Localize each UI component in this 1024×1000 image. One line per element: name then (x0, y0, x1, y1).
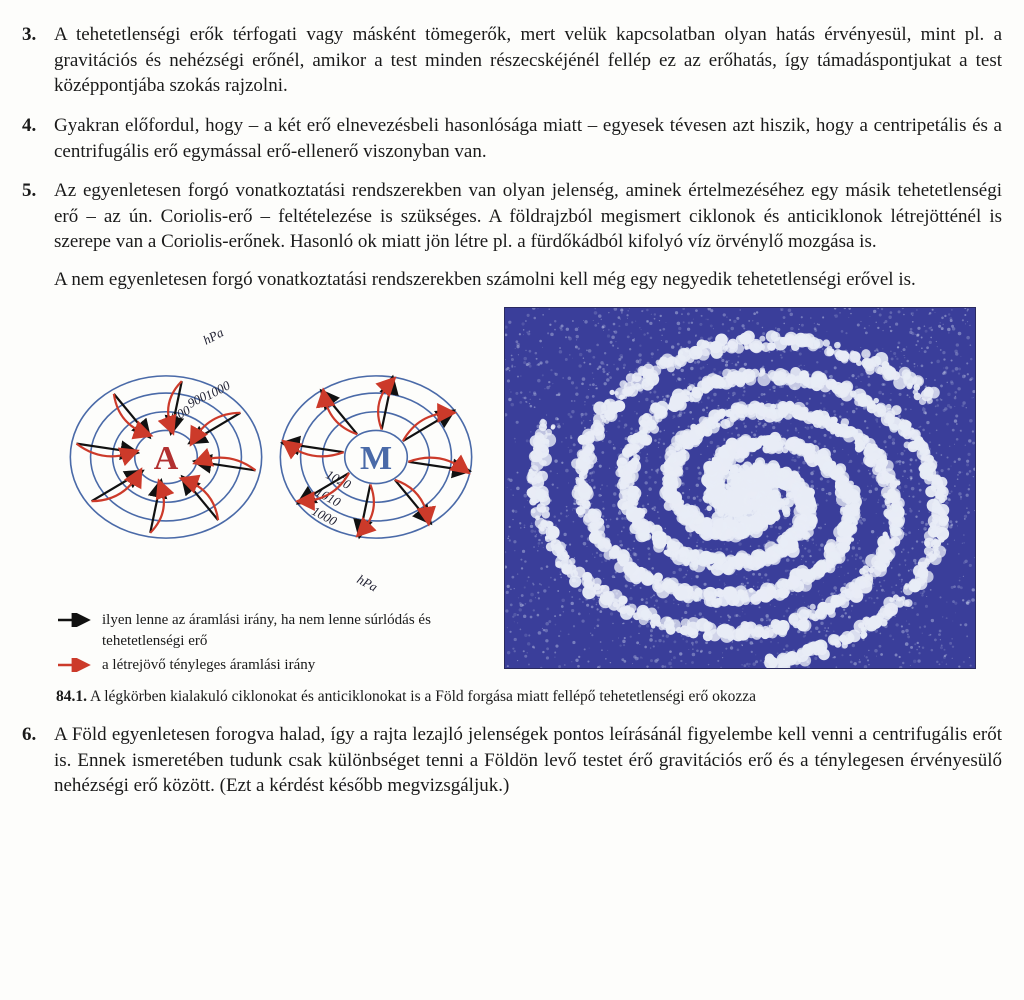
pressure-maps-svg: 1000900800A100010101020MhPahPa (56, 307, 486, 597)
list-item-3: 3. A tehetetlenségi erők térfogati vagy … (22, 22, 1002, 99)
cyclone-satellite-image (504, 307, 976, 669)
svg-text:hPa: hPa (355, 571, 381, 594)
item-text: A nem egyenletesen forgó vonatkoztatási … (54, 267, 916, 293)
legend-row-red: a létrejövő tényleges áramlási irány (56, 655, 486, 675)
figure-caption: 84.1. A légkörben kialakuló ciklonokat é… (56, 687, 1002, 708)
item-text: A tehetetlenségi erők térfogati vagy más… (54, 22, 1002, 99)
red-arrow-icon (56, 658, 92, 672)
svg-text:M: M (360, 440, 392, 477)
black-arrow-icon (56, 613, 92, 627)
list-item-4: 4. Gyakran előfordul, hogy – a két erő e… (22, 113, 1002, 164)
item-text: Az egyenletesen forgó vonatkoztatási ren… (54, 178, 1002, 255)
item-text: A Föld egyenletesen forogva halad, így a… (54, 722, 1002, 799)
list-item-5: 5. Az egyenletesen forgó vonatkoztatási … (22, 178, 1002, 255)
item-number: 4. (22, 113, 54, 164)
figure-caption-text: A légkörben kialakuló ciklonokat és anti… (90, 688, 756, 705)
svg-text:A: A (154, 440, 179, 477)
item-number-blank (22, 267, 54, 293)
item-number: 5. (22, 178, 54, 255)
list-item-5-extra: A nem egyenletesen forgó vonatkoztatási … (22, 267, 1002, 293)
figure-84-1: 1000900800A100010101020MhPahPa ilyen len… (56, 307, 1002, 679)
legend-text-red: a létrejövő tényleges áramlási irány (102, 655, 315, 675)
figure-number: 84.1. (56, 688, 87, 705)
svg-text:hPa: hPa (200, 324, 226, 347)
item-text: Gyakran előfordul, hogy – a két erő elne… (54, 113, 1002, 164)
legend-row-black: ilyen lenne az áramlási irány, ha nem le… (56, 610, 486, 651)
item-number: 3. (22, 22, 54, 99)
figure-legend: ilyen lenne az áramlási irány, ha nem le… (56, 610, 486, 675)
list-item-6: 6. A Föld egyenletesen forogva halad, íg… (22, 722, 1002, 799)
legend-text-black: ilyen lenne az áramlási irány, ha nem le… (102, 610, 486, 651)
item-number: 6. (22, 722, 54, 799)
pressure-maps-panel: 1000900800A100010101020MhPahPa ilyen len… (56, 307, 486, 679)
